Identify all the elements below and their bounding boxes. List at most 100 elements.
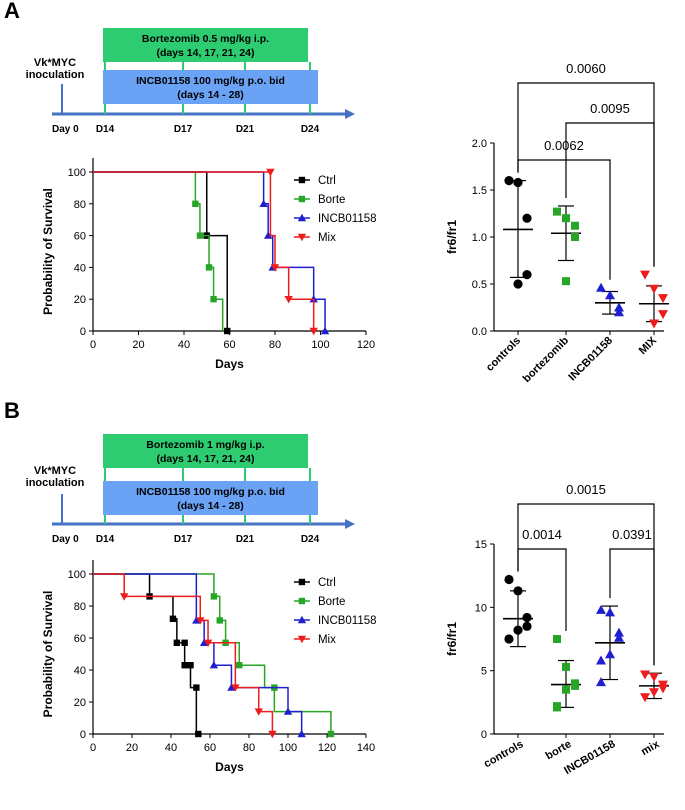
point-borte (553, 635, 561, 643)
x-tick-label: 40 (165, 742, 177, 754)
x-tick-label: 0 (90, 742, 96, 754)
significance-bracket: 0.0391 (609, 527, 655, 666)
incb-days: (days 14 - 28) (177, 89, 244, 101)
point-incb01158 (614, 627, 624, 637)
x-tick-label: 100 (311, 339, 329, 351)
x-tick-label: borte (544, 738, 574, 762)
point-borte (216, 617, 223, 624)
x-tick-label: 140 (357, 742, 375, 754)
legend-marker (297, 213, 307, 222)
point-borte (562, 685, 570, 694)
point-mix (649, 673, 659, 682)
p-value-label: 0.0060 (566, 61, 606, 76)
point-incb01158 (259, 199, 268, 207)
point-ctrl (173, 639, 181, 646)
point-mix (658, 310, 668, 320)
legend-label: Ctrl (318, 175, 336, 187)
legend-marker (297, 635, 307, 644)
y-axis-title: fr6/fr1 (445, 622, 459, 656)
day-label: D21 (236, 124, 255, 135)
point-incb01158 (614, 307, 624, 317)
point-incb01158 (605, 290, 615, 300)
inoculation-label: Vk*MYC (34, 465, 76, 477)
day-label: D21 (236, 534, 255, 545)
y-tick-label: 60 (74, 633, 86, 645)
significance-bracket: 0.0014 (517, 527, 567, 631)
point-controls (513, 279, 523, 289)
y-tick-label: 1.0 (472, 232, 487, 244)
x-tick-label: 40 (178, 339, 190, 351)
x-axis-title: Days (215, 760, 244, 774)
survival-chart: 0 20 40 60 80 100 0 20 40 60 80 100 120 140 Days Probab… (41, 560, 377, 774)
point-mix (649, 688, 659, 698)
point-ctrl (224, 327, 231, 335)
x-tick-label: 120 (357, 339, 375, 351)
bracket-line (609, 548, 655, 666)
point-mix (640, 270, 650, 280)
point-incb01158 (283, 707, 293, 715)
point-incb01158 (596, 655, 606, 665)
y-tick-label: 0 (80, 326, 86, 338)
bortezomib-days: (days 14, 17, 21, 24) (156, 453, 254, 465)
y-tick-label: 10 (475, 602, 487, 614)
y-tick-label: 60 (74, 231, 86, 243)
x-tick-label: 60 (223, 339, 235, 351)
y-tick-label: 1.5 (472, 185, 487, 197)
point-mix (270, 264, 280, 272)
x-tick-label: MIX (637, 334, 660, 357)
point-mix (284, 296, 293, 304)
point-mix (203, 639, 213, 647)
point-controls (522, 621, 532, 631)
x-tick-label: 20 (126, 742, 138, 754)
legend-marker (297, 233, 307, 242)
legend-label: Mix (318, 232, 336, 244)
point-borte (196, 232, 204, 239)
point-mix (120, 593, 129, 601)
y-tick-label: 0.5 (472, 279, 487, 291)
y-axis-title: fr6/fr1 (445, 220, 459, 254)
legend-label: Ctrl (318, 577, 336, 589)
point-controls (504, 574, 514, 585)
inoculation-label: inoculation (26, 69, 85, 81)
point-mix (196, 617, 205, 625)
legend-marker (298, 597, 306, 605)
day0-label: Day 0 (52, 534, 79, 545)
p-value-label: 0.0095 (590, 101, 630, 116)
incb-regimen-box (103, 481, 318, 515)
point-bortezomib (562, 277, 570, 286)
point-incb01158 (297, 729, 306, 738)
point-mix (268, 730, 277, 739)
legend-label: Borte (318, 596, 346, 608)
legend-marker (298, 195, 306, 203)
point-borte (327, 730, 335, 738)
p-value-label: 0.0391 (612, 527, 652, 542)
point-controls (513, 586, 523, 596)
x-axis-title: Days (215, 357, 244, 371)
y-tick-label: 0 (80, 729, 86, 741)
day-label: D14 (96, 124, 115, 135)
point-borte (205, 264, 213, 271)
bortezomib-dose: Bortezomib 0.5 mg/kg i.p. (142, 33, 269, 45)
x-tick-label: 80 (269, 339, 281, 351)
point-mix (254, 708, 263, 716)
point-incb01158 (605, 649, 615, 659)
point-mix (649, 284, 659, 294)
day0-label: Day 0 (52, 124, 79, 135)
point-borte (192, 200, 199, 207)
x-tick-label: controls (484, 335, 523, 374)
x-tick-label: 60 (204, 742, 216, 754)
y-tick-label: 40 (74, 262, 86, 274)
bortezomib-regimen-box (103, 434, 308, 468)
scatter-chart: 0.0 0.5 1.0 1.5 2.0 fr6/fr1 controlsbortezomib… (445, 61, 669, 385)
series-line-borte (93, 171, 224, 331)
x-tick-label: 120 (318, 742, 336, 754)
x-tick-label: mix (639, 738, 662, 758)
point-borte (236, 662, 243, 669)
point-mix (640, 693, 650, 703)
x-tick-label: bortezomib (521, 334, 572, 385)
legend-label: Borte (318, 194, 346, 206)
x-tick-label: INCB01158 (566, 335, 615, 384)
point-mix (640, 670, 650, 680)
point-incb01158 (320, 326, 330, 335)
x-tick-label: 80 (243, 742, 255, 754)
